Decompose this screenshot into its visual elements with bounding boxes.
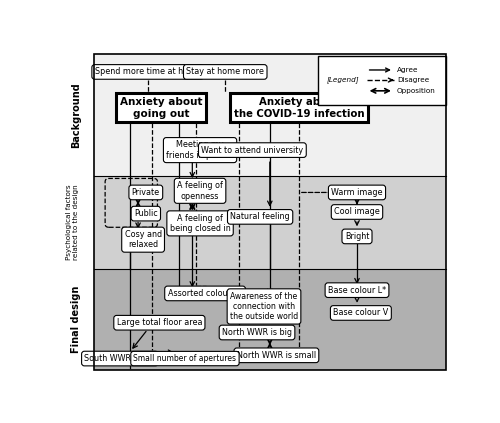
FancyBboxPatch shape [94,176,446,269]
Text: Base colour L*: Base colour L* [328,286,386,295]
FancyBboxPatch shape [318,56,446,104]
Text: Natural feeling: Natural feeling [230,212,290,221]
Text: A feeling of
being closed in: A feeling of being closed in [170,214,230,233]
Text: Small number of apertures: Small number of apertures [134,354,236,363]
Text: Cosy and
relaxed: Cosy and relaxed [124,230,162,250]
Text: Warm image: Warm image [331,188,383,197]
FancyBboxPatch shape [94,54,446,176]
Text: Stay at home more: Stay at home more [186,67,264,77]
Text: Assorted colours V: Assorted colours V [168,289,242,298]
FancyBboxPatch shape [94,269,446,370]
Text: Background: Background [71,82,81,148]
Text: Bright: Bright [345,232,369,241]
Text: Psychological factors
related to the design: Psychological factors related to the des… [66,185,78,261]
Text: Anxiety about
going out: Anxiety about going out [120,97,202,118]
Text: Cool image: Cool image [334,208,380,217]
Text: Base colour V: Base colour V [333,308,388,317]
Text: Disagree: Disagree [397,77,429,83]
Text: Large total floor area: Large total floor area [116,318,202,327]
Text: Meeting my
friends in person: Meeting my friends in person [166,140,234,160]
Text: Agree: Agree [397,67,418,73]
Text: Final design: Final design [71,286,81,353]
Text: Private: Private [132,188,160,197]
Text: North WWR is big: North WWR is big [222,328,292,337]
Text: A feeling of
openness: A feeling of openness [177,181,223,201]
Text: Anxiety about
the COVID-19 infection: Anxiety about the COVID-19 infection [234,97,364,118]
Text: [Legend]: [Legend] [327,77,360,83]
Text: North WWR is small: North WWR is small [237,351,316,360]
Text: Awareness of the
connection with
the outside world: Awareness of the connection with the out… [230,291,298,321]
Text: Public: Public [134,209,158,218]
Text: South WWR is big: South WWR is big [84,354,156,363]
Text: Spend more time at home: Spend more time at home [94,67,201,77]
Text: Opposition: Opposition [397,88,436,94]
Text: Want to attend university: Want to attend university [202,146,304,154]
